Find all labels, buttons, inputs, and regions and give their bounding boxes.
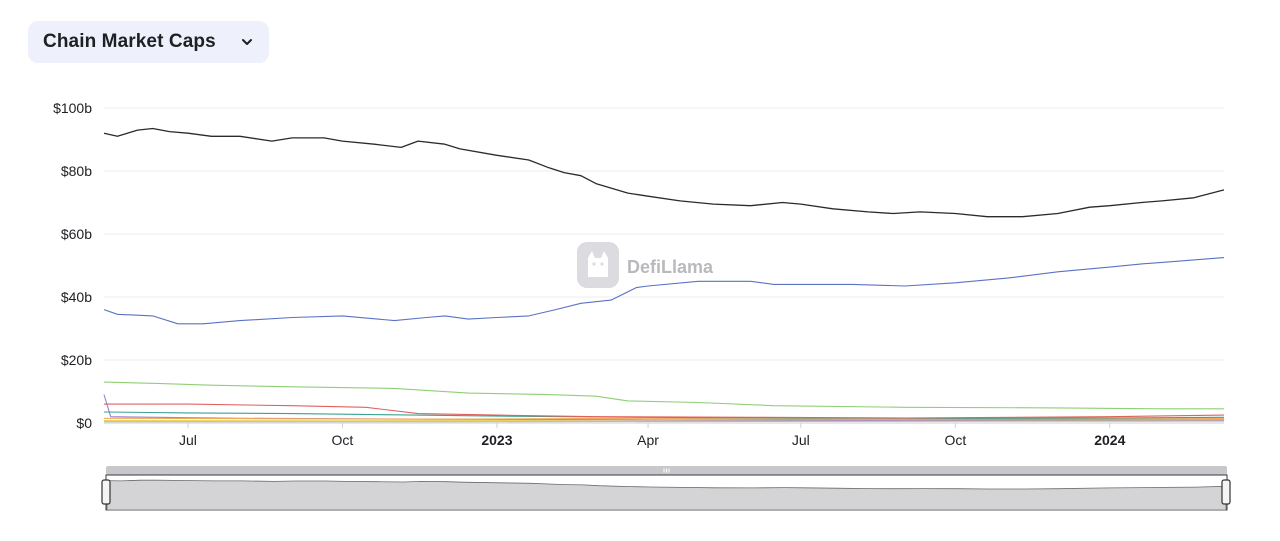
y-tick-label: $100b [53, 100, 92, 116]
x-tick-label: Oct [332, 432, 354, 448]
y-tick-label: $40b [61, 289, 92, 305]
y-axis: $0 $20b $40b $60b $80b $100b [53, 100, 92, 431]
x-tick-label: Oct [944, 432, 966, 448]
watermark: DefiLlama [577, 242, 714, 288]
y-tick-label: $60b [61, 226, 92, 242]
series-line-orange [103, 417, 1225, 420]
slider-handle-right[interactable] [1221, 479, 1231, 505]
grid-lines [104, 107, 1224, 424]
series-group [103, 127, 1225, 423]
slider-handle-left[interactable] [101, 479, 111, 505]
grip-icon[interactable] [663, 468, 670, 473]
y-tick-label: $80b [61, 163, 92, 179]
slider-preview-area [106, 479, 1227, 511]
x-tick-label: 2024 [1094, 432, 1125, 448]
series-line-green [103, 381, 1224, 410]
series-line-blue [103, 257, 1225, 325]
x-axis: Jul Oct 2023 Apr Jul Oct 2024 [179, 423, 1126, 448]
series-line-red [104, 403, 1225, 419]
chevron-down-icon [242, 39, 252, 45]
y-tick-label: $20b [61, 352, 92, 368]
series-line-total [103, 127, 1225, 218]
chart-type-selector[interactable]: Chain Market Caps [28, 21, 269, 63]
series-line-gray [104, 420, 1225, 423]
x-tick-label: Jul [179, 432, 197, 448]
selector-label: Chain Market Caps [43, 31, 216, 52]
watermark-text: DefiLlama [627, 257, 714, 277]
y-tick-label: $0 [76, 415, 92, 431]
llama-logo-icon [577, 242, 619, 288]
range-slider[interactable] [101, 466, 1231, 511]
x-tick-label: 2023 [481, 432, 512, 448]
x-tick-label: Jul [792, 432, 810, 448]
x-tick-label: Apr [637, 432, 659, 448]
